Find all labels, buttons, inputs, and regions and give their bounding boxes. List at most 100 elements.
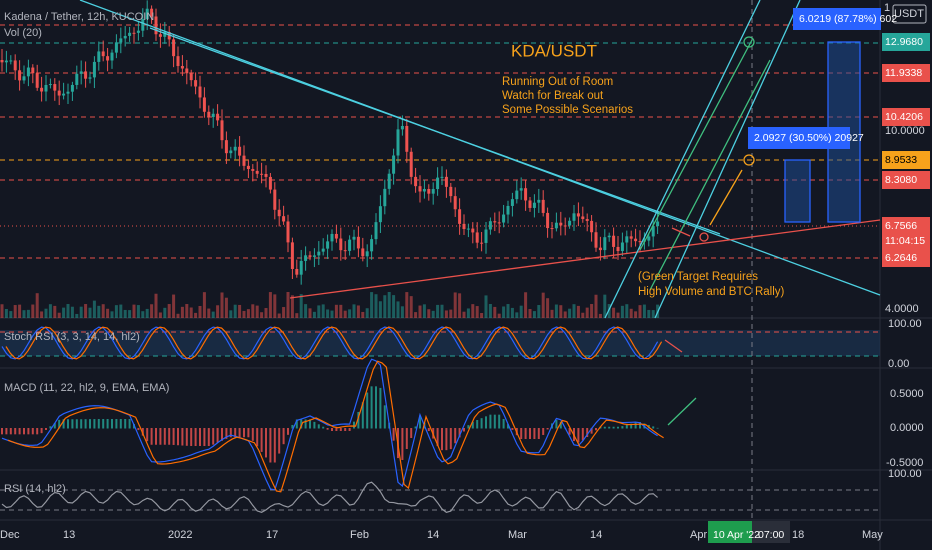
histogram [247, 428, 250, 438]
histogram [80, 419, 83, 429]
price-label: 8.9533 [885, 154, 917, 166]
volume [638, 305, 642, 318]
volume [299, 294, 303, 318]
volume [361, 311, 365, 318]
volume [114, 305, 118, 318]
volume [180, 306, 184, 318]
histogram [243, 428, 245, 438]
candle [194, 80, 198, 87]
candle [62, 93, 66, 96]
candle [374, 222, 378, 240]
candle [18, 70, 22, 81]
histogram [392, 428, 395, 441]
histogram [581, 428, 584, 441]
time-label: Apr [690, 529, 707, 541]
volume [550, 309, 554, 318]
volume [651, 310, 655, 318]
volume [370, 292, 374, 318]
tick-label: 100.00 [888, 318, 922, 330]
histogram [225, 428, 228, 439]
candle [35, 73, 39, 88]
histogram [507, 424, 509, 429]
histogram [467, 425, 470, 429]
volume [9, 311, 13, 318]
histogram [168, 428, 171, 445]
volume [462, 311, 466, 318]
volume [444, 310, 448, 318]
tick-label: 100.00 [888, 468, 922, 480]
candle [348, 239, 352, 251]
volume [13, 305, 17, 318]
histogram [656, 427, 659, 429]
histogram [458, 428, 461, 438]
volume [396, 301, 400, 318]
volume [189, 307, 193, 318]
volume [172, 294, 176, 318]
note: Running Out of Room [502, 76, 613, 88]
histogram [53, 423, 56, 429]
price-box [882, 108, 930, 126]
histogram [269, 428, 272, 463]
histogram [300, 419, 303, 429]
candle [572, 213, 576, 221]
volume [356, 305, 360, 318]
candle [568, 220, 572, 226]
histogram [207, 428, 210, 446]
candle [163, 32, 167, 37]
range-box [784, 159, 811, 223]
candle [554, 222, 558, 229]
candle [273, 189, 277, 210]
volume [400, 306, 404, 318]
volume [365, 308, 369, 318]
candle [26, 67, 30, 77]
volume [198, 305, 202, 318]
histogram [181, 428, 184, 446]
volume [488, 304, 492, 318]
volume [405, 292, 409, 318]
volume [572, 304, 576, 318]
volume [40, 311, 44, 318]
candle [515, 190, 519, 200]
histogram [313, 421, 316, 429]
volume [123, 309, 127, 318]
volume [136, 305, 140, 318]
histogram [559, 421, 562, 429]
volume [308, 308, 312, 318]
volume [568, 308, 572, 318]
time-label: Mar [508, 529, 527, 541]
volume [590, 304, 594, 318]
candle [458, 209, 462, 224]
histogram [199, 428, 201, 446]
histogram [102, 419, 105, 429]
volume [167, 304, 171, 318]
candle [198, 86, 202, 98]
histogram [1, 428, 3, 435]
candle [528, 200, 532, 208]
histogram [172, 428, 175, 445]
candle [44, 84, 48, 92]
histogram [194, 428, 197, 446]
candle [88, 77, 92, 79]
volume [282, 307, 286, 318]
histogram [471, 421, 474, 429]
volume-label: Vol (20) [4, 27, 42, 39]
histogram [361, 402, 364, 429]
histogram [511, 428, 514, 430]
volume [510, 307, 514, 318]
candle [224, 140, 228, 154]
arrow [671, 227, 691, 237]
volume [339, 304, 343, 318]
candle [638, 241, 642, 243]
histogram [273, 428, 276, 463]
candle [361, 248, 365, 257]
volume [466, 308, 470, 318]
candle [493, 221, 497, 223]
candle [167, 32, 171, 40]
volume [594, 294, 598, 318]
candle [409, 151, 413, 177]
candles [0, 0, 664, 513]
price-label: 11.9338 [885, 67, 922, 79]
volume [563, 311, 567, 318]
candle [0, 60, 4, 63]
histogram [427, 428, 430, 432]
